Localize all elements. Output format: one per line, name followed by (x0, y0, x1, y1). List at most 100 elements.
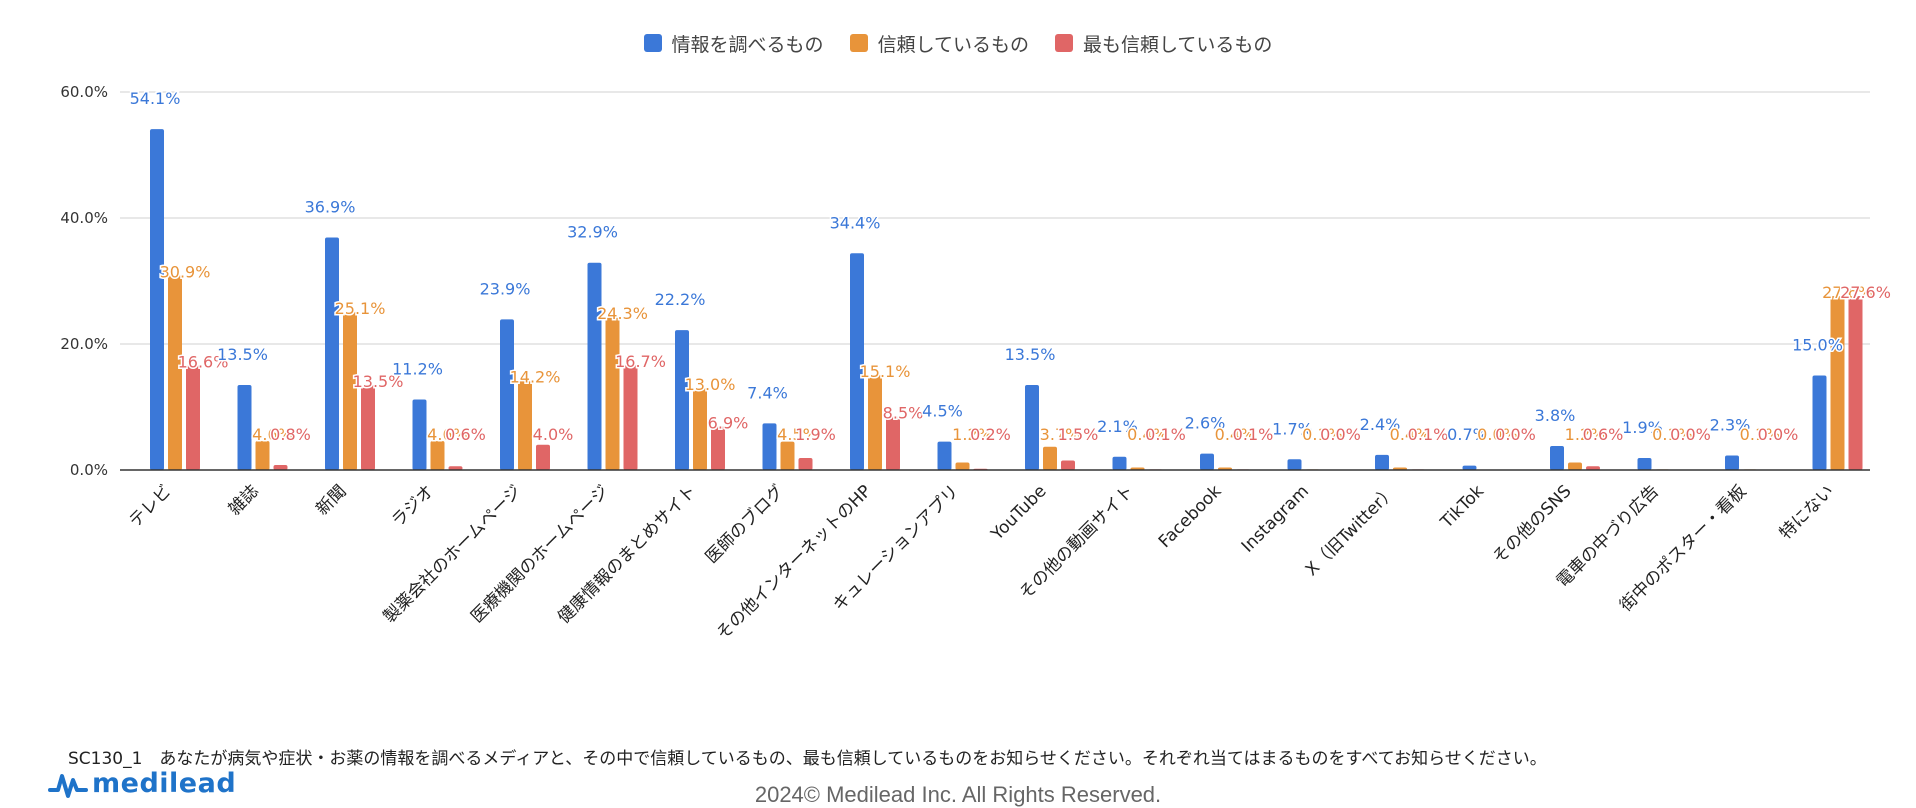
x-category-label: 雑誌 (225, 481, 263, 519)
data-label: 0.0% (1495, 425, 1536, 444)
data-label: 0.1% (1233, 425, 1274, 444)
data-label: 54.1% (130, 89, 181, 108)
data-label: 0.1% (1408, 425, 1449, 444)
data-label: 0.1% (1145, 425, 1186, 444)
legend-label-most-trust: 最も信頼しているもの (1083, 33, 1273, 56)
data-label: 0.1% (1302, 425, 1343, 444)
data-label: 14.2% (510, 368, 561, 387)
bar (711, 426, 725, 470)
data-label: 3.8% (1535, 406, 1576, 425)
data-label: 0.1% (1652, 425, 1693, 444)
data-label: 6.9% (708, 414, 749, 433)
bar (500, 319, 514, 470)
data-label: 23.9% (480, 279, 531, 298)
data-label: 13.5% (1005, 345, 1056, 364)
bar (1462, 465, 1477, 470)
x-category-label: TikTok (1436, 481, 1488, 533)
data-label: 2.1% (1097, 417, 1138, 436)
bar (1200, 453, 1214, 470)
logo-text: medilead (92, 767, 237, 799)
data-label: 34.4% (830, 213, 881, 232)
bar (412, 399, 427, 470)
y-tick-label: 0.0% (70, 461, 108, 479)
bar (1568, 462, 1582, 470)
x-category-label: その他のSNS (1489, 481, 1575, 567)
data-label: 1.7% (1272, 419, 1313, 438)
data-label: 2.6% (1185, 414, 1226, 433)
data-label: 0.6% (1583, 425, 1624, 444)
data-label: 16.7% (615, 352, 666, 371)
survey-question-footnote: SC130_1 あなたが病気や症状・お薬の情報を調べるメディアと、その中で信頼し… (68, 749, 1547, 769)
y-tick-label: 60.0% (60, 83, 108, 101)
x-category-label: YouTube (987, 481, 1051, 545)
data-label: 0.0% (1670, 425, 1711, 444)
data-label: 0.4% (1390, 425, 1431, 444)
data-label: 2.3% (1710, 416, 1751, 435)
bar (150, 129, 164, 471)
data-label: 4.6% (252, 425, 293, 444)
medilead-logo: medilead (48, 766, 236, 800)
data-label: 13.5% (217, 345, 268, 364)
data-label: 30.9% (160, 262, 211, 281)
data-label: 0.8% (270, 425, 311, 444)
legend-item-trust[interactable]: 信頼しているもの (849, 30, 1029, 57)
legend-label-search: 情報を調べるもの (671, 33, 824, 56)
legend-swatch-trust (849, 34, 868, 52)
bar (430, 441, 445, 470)
legend-item-most-trust[interactable]: 最も信頼しているもの (1055, 30, 1272, 57)
data-label: 22.2% (655, 290, 706, 309)
data-label: 36.9% (305, 198, 356, 217)
data-label: 16.6% (178, 352, 229, 371)
x-category-label: ラジオ (388, 481, 438, 531)
bar (955, 462, 970, 470)
bar (1375, 454, 1389, 470)
data-label: 15.1% (860, 362, 911, 381)
bar (605, 316, 620, 470)
data-label: 4.5% (777, 425, 818, 444)
bar (675, 330, 689, 470)
pulse-icon (48, 774, 88, 798)
bar (536, 444, 550, 470)
data-label: 0.2% (970, 425, 1011, 444)
data-label: 1.9% (1622, 418, 1663, 437)
bar (1061, 460, 1075, 470)
data-label: 0.0% (1320, 425, 1361, 444)
bar (1830, 296, 1845, 470)
data-label: 3.7% (1040, 425, 1081, 444)
bar (587, 262, 602, 470)
data-label: 0.7% (1447, 425, 1488, 444)
bar (1637, 458, 1652, 470)
data-label: 27.6% (1840, 283, 1891, 302)
bar (937, 441, 952, 470)
bar (1586, 466, 1600, 470)
data-label: 4.0% (533, 425, 574, 444)
x-category-label: Facebook (1155, 481, 1226, 552)
bar (1848, 296, 1863, 470)
x-category-label: X（旧Twitter） (1302, 481, 1401, 580)
data-label: 32.9% (567, 223, 618, 242)
data-label: 4.6% (427, 425, 468, 444)
data-label: 27.6% (1822, 283, 1873, 302)
bar (325, 237, 339, 470)
bar (343, 311, 357, 470)
bar (1287, 459, 1302, 470)
data-label: 0.4% (1127, 425, 1168, 444)
x-category-label: その他インターネットのHP (713, 481, 876, 644)
y-tick-label: 40.0% (60, 209, 108, 227)
bar (168, 275, 182, 470)
data-label: 0.6% (445, 425, 486, 444)
data-label: 13.0% (685, 375, 736, 394)
legend-label-trust: 信頼しているもの (877, 33, 1029, 56)
bar (886, 416, 900, 470)
data-label: 15.0% (1792, 336, 1843, 355)
bar (1025, 384, 1039, 470)
x-category-label: テレビ (125, 481, 175, 531)
bar (1550, 446, 1564, 470)
x-category-label: 医師のブログ (701, 481, 788, 568)
data-label: 7.4% (747, 383, 788, 402)
legend-item-search[interactable]: 情報を調べるもの (643, 30, 824, 57)
data-label: 8.5% (883, 403, 924, 422)
bar (448, 466, 463, 470)
data-label: 0.0% (1758, 425, 1799, 444)
bar (1112, 456, 1127, 470)
